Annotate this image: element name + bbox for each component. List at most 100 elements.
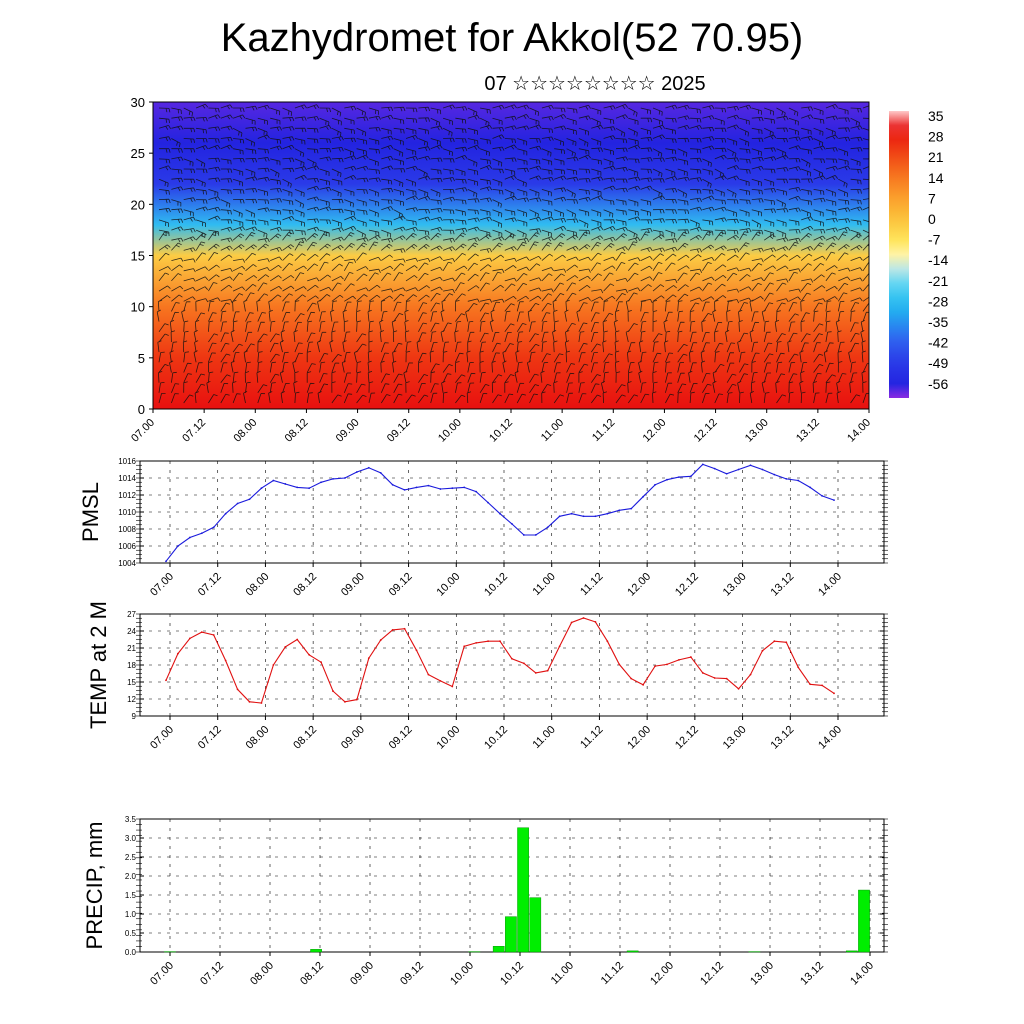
wind-barb bbox=[726, 114, 740, 120]
heatmap-x-tick-label: 09.12 bbox=[385, 417, 413, 445]
wind-barb bbox=[565, 299, 570, 312]
wind-barb bbox=[232, 226, 246, 232]
wind-barb bbox=[763, 282, 774, 292]
wind-barb bbox=[702, 393, 710, 404]
wind-barb bbox=[652, 157, 665, 163]
wind-barb bbox=[171, 302, 180, 312]
wind-barb bbox=[850, 219, 862, 226]
wind-barb bbox=[838, 267, 851, 272]
wind-barb bbox=[615, 138, 628, 144]
wind-barb bbox=[529, 158, 541, 165]
wind-barb bbox=[862, 188, 869, 190]
wind-barb bbox=[788, 178, 801, 184]
wind-barb bbox=[245, 331, 253, 343]
wind-barb bbox=[665, 199, 677, 204]
wind-barb bbox=[158, 158, 171, 164]
wind-barb bbox=[788, 107, 799, 117]
wind-barb bbox=[576, 309, 581, 322]
wind-barb bbox=[677, 330, 683, 343]
wind-barbs bbox=[156, 103, 869, 404]
wind-barb bbox=[344, 189, 355, 197]
wind-barb bbox=[344, 295, 356, 302]
wind-barb bbox=[343, 283, 355, 292]
wind-barb bbox=[442, 117, 453, 126]
wind-barb bbox=[615, 104, 629, 109]
wind-barb bbox=[726, 373, 737, 383]
wind-barb bbox=[356, 273, 368, 282]
x-tick-label: 13.12 bbox=[798, 960, 826, 988]
data-point bbox=[296, 638, 299, 641]
wind-barb bbox=[232, 393, 241, 404]
wind-barb bbox=[393, 248, 406, 253]
wind-barb bbox=[307, 116, 320, 121]
wind-barb bbox=[677, 391, 683, 404]
y-tick-label: 15 bbox=[127, 678, 136, 687]
wind-barb bbox=[590, 362, 598, 373]
wind-barb bbox=[269, 333, 280, 343]
wind-barb bbox=[268, 391, 273, 404]
wind-barb bbox=[319, 138, 331, 143]
wind-barb bbox=[158, 285, 171, 292]
wind-barb bbox=[554, 175, 567, 181]
wind-barb bbox=[233, 219, 244, 227]
wind-barb bbox=[677, 104, 690, 110]
wind-barb bbox=[776, 199, 786, 208]
wind-barb bbox=[466, 350, 471, 363]
wind-barb bbox=[356, 294, 368, 302]
wind-barb bbox=[257, 189, 268, 196]
wind-barb bbox=[764, 265, 776, 272]
wind-barb bbox=[677, 300, 683, 312]
data-point bbox=[165, 560, 167, 563]
wind-barb bbox=[836, 391, 841, 404]
wind-barb bbox=[739, 242, 750, 251]
wind-barb bbox=[319, 243, 331, 251]
wind-barb bbox=[270, 168, 280, 178]
wind-barb bbox=[479, 384, 490, 394]
wind-barb bbox=[430, 256, 443, 261]
wind-barb bbox=[158, 207, 171, 213]
wind-barb bbox=[282, 321, 289, 332]
wind-barb bbox=[356, 107, 366, 117]
wind-barb bbox=[257, 199, 270, 204]
wind-barb bbox=[208, 252, 219, 261]
wind-barb bbox=[739, 363, 749, 373]
wind-barb bbox=[368, 177, 381, 183]
wind-barb bbox=[677, 343, 688, 353]
wind-barb bbox=[541, 127, 554, 133]
wind-barb bbox=[480, 298, 493, 303]
wind-barb bbox=[726, 342, 736, 353]
wind-barb bbox=[690, 177, 703, 182]
wind-barb bbox=[751, 137, 764, 143]
wind-barb bbox=[553, 394, 564, 404]
wind-barb bbox=[825, 158, 838, 164]
wind-barb bbox=[183, 362, 192, 373]
wind-barb bbox=[627, 362, 635, 373]
wind-barb bbox=[640, 393, 650, 404]
wind-barb bbox=[825, 331, 832, 343]
wind-barb bbox=[356, 394, 367, 404]
wind-barb bbox=[405, 155, 419, 161]
wind-barb bbox=[652, 371, 657, 383]
wind-barb bbox=[714, 322, 723, 332]
wind-barb bbox=[690, 197, 702, 203]
wind-barb bbox=[628, 144, 641, 150]
wind-barb bbox=[282, 311, 291, 322]
wind-barb bbox=[368, 392, 376, 404]
wind-barb bbox=[640, 199, 652, 206]
wind-barb bbox=[480, 209, 491, 216]
wind-barb bbox=[455, 313, 466, 322]
wind-barb bbox=[614, 340, 619, 353]
wind-barb bbox=[381, 295, 393, 302]
wind-barb bbox=[480, 178, 491, 185]
wind-barb bbox=[615, 114, 629, 120]
wind-barb bbox=[182, 340, 188, 353]
wind-barb bbox=[591, 168, 602, 176]
wind-barb bbox=[862, 363, 869, 373]
wind-barb bbox=[628, 176, 641, 182]
wind-barb bbox=[492, 301, 501, 312]
wind-barb bbox=[640, 185, 653, 191]
wind-barb bbox=[158, 323, 169, 333]
wind-barb bbox=[381, 178, 393, 185]
wind-barb bbox=[380, 311, 388, 322]
